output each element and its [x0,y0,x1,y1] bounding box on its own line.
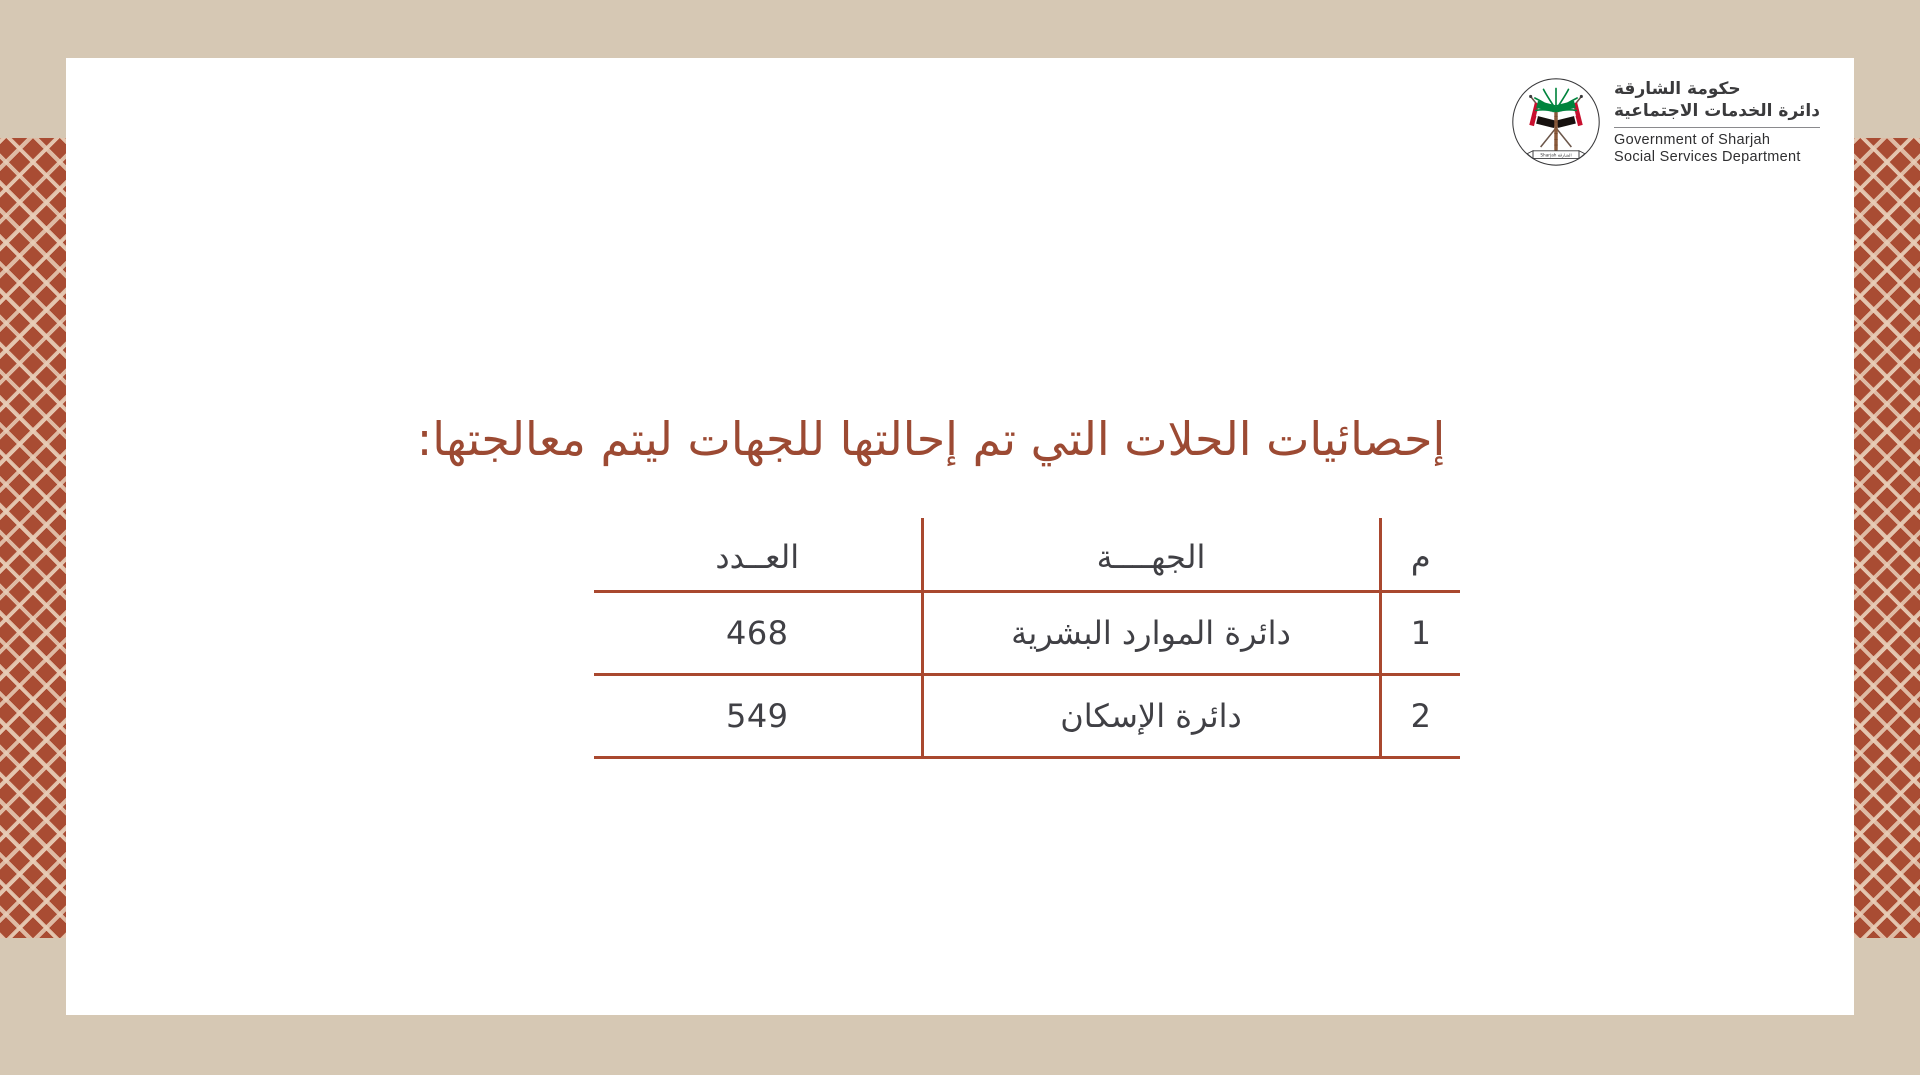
logo-divider-rule [1614,126,1820,128]
logo-english-line-1: Government of Sharjah [1614,131,1771,148]
statistics-table-container: م الجهــــة العــدد 1 دائرة الموارد البش… [594,518,1460,759]
table-row: 2 دائرة الإسكان 549 [594,674,1460,759]
logo-english-line-2: Social Services Department [1614,148,1801,165]
decorative-pattern-band-left [0,138,66,938]
sharjah-emblem-icon: الشارقة Sharjah [1512,78,1600,166]
logo-arabic-line-2: دائرة الخدمات الاجتماعية [1614,101,1820,122]
table-row: 1 دائرة الموارد البشرية 468 [594,591,1460,676]
cell-index: 1 [1378,591,1460,676]
emblem-banner-text: الشارقة Sharjah [1540,153,1571,158]
slide-content-card: حكومة الشارقة دائرة الخدمات الاجتماعية G… [66,58,1854,1015]
cell-entity: دائرة الإسكان [920,674,1380,759]
logo-arabic-line-1: حكومة الشارقة [1614,78,1741,99]
column-header-count: العــدد [594,518,922,593]
page-title: إحصائيات الحلات التي تم إحالتها للجهات ل… [416,411,1446,466]
organization-logo: حكومة الشارقة دائرة الخدمات الاجتماعية G… [1508,74,1820,170]
table-body: 1 دائرة الموارد البشرية 468 2 دائرة الإس… [594,591,1460,759]
decorative-pattern-band-right [1854,138,1920,938]
cell-entity: دائرة الموارد البشرية [920,591,1380,676]
table-header: م الجهــــة العــدد [594,518,1460,593]
referral-statistics-table: م الجهــــة العــدد 1 دائرة الموارد البش… [594,518,1460,759]
cell-count: 549 [594,674,922,759]
logo-wordmark: حكومة الشارقة دائرة الخدمات الاجتماعية G… [1614,78,1820,166]
table-header-row: م الجهــــة العــدد [594,518,1460,593]
cell-count: 468 [594,591,922,676]
cell-index: 2 [1378,674,1460,759]
column-header-entity: الجهــــة [920,518,1380,593]
column-header-index: م [1378,518,1460,593]
